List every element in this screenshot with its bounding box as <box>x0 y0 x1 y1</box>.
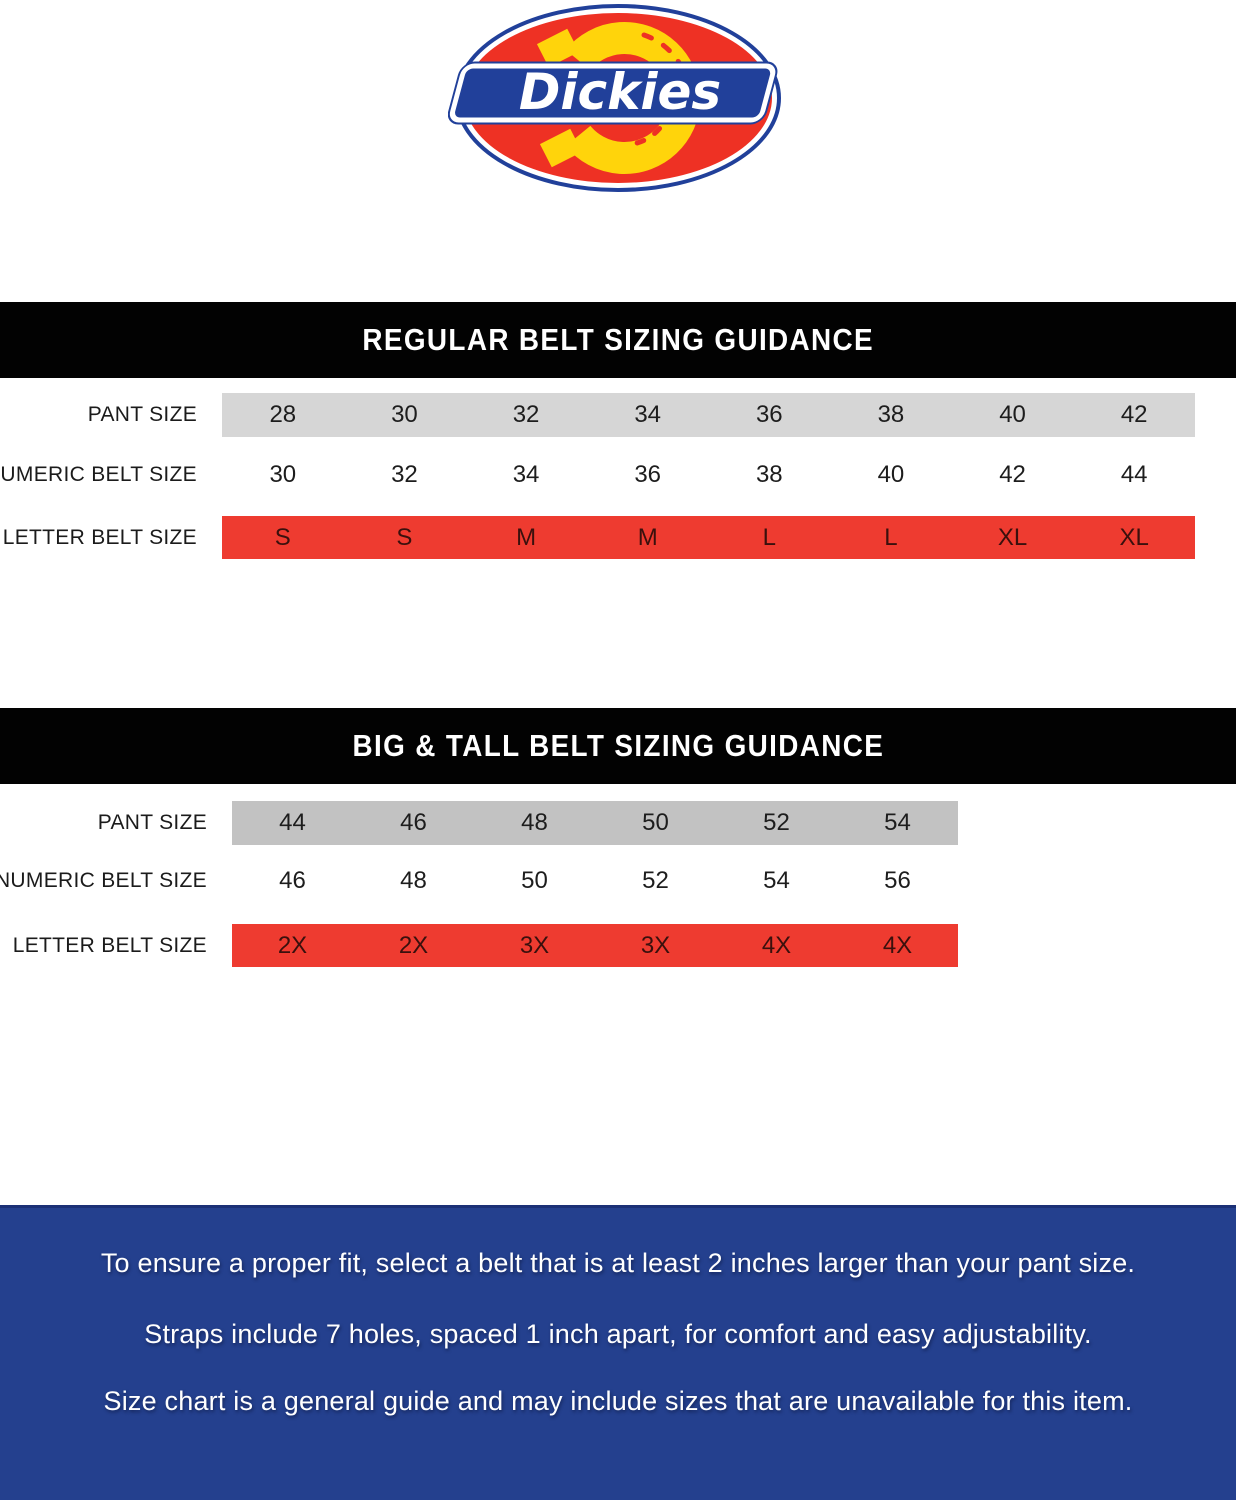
table-cell: 2X <box>398 931 429 959</box>
bigtall-section-title: BIG & TALL BELT SIZING GUIDANCE <box>352 728 884 763</box>
bigtall-numeric-belt-size-label: NUMERIC BELT SIZE <box>0 869 207 892</box>
regular-section-title: REGULAR BELT SIZING GUIDANCE <box>362 322 874 357</box>
table-cell: 50 <box>521 867 548 894</box>
table-cell: 40 <box>877 461 905 488</box>
logo-banner: Dickies <box>448 61 778 125</box>
table-cell: 38 <box>755 461 783 488</box>
table-cell: 32 <box>512 401 540 428</box>
table-cell: L <box>762 523 776 551</box>
table-cell: 52 <box>642 867 669 894</box>
fit-note-holes: Straps include 7 holes, spaced 1 inch ap… <box>144 1319 1092 1349</box>
table-cell: XL <box>1119 523 1149 551</box>
table-cell: L <box>884 523 898 551</box>
table-cell: S <box>396 523 413 551</box>
table-cell: M <box>637 523 658 551</box>
bigtall-numeric-belt-size-values: 46 48 50 52 54 56 <box>232 859 958 903</box>
regular-letter-belt-size-row: LETTER BELT SIZE S S M M L L XL XL <box>0 516 1236 559</box>
table-cell: 46 <box>279 867 306 894</box>
table-cell: 52 <box>763 809 790 836</box>
table-cell: 36 <box>634 461 662 488</box>
table-cell: 56 <box>884 867 911 894</box>
fit-note-availability: Size chart is a general guide and may in… <box>103 1386 1133 1416</box>
regular-letter-belt-size-label: LETTER BELT SIZE <box>2 525 197 549</box>
table-cell: S <box>274 523 291 551</box>
fit-notes-footer: To ensure a proper fit, select a belt th… <box>0 1205 1236 1500</box>
table-cell: 36 <box>755 401 783 428</box>
table-cell: 48 <box>521 809 548 836</box>
logo-wordmark: Dickies <box>519 63 721 121</box>
table-cell: 54 <box>763 867 790 894</box>
regular-numeric-belt-size-row: NUMERIC BELT SIZE 30 32 34 36 38 40 42 4… <box>0 453 1236 497</box>
table-cell: 44 <box>1120 461 1148 488</box>
fit-note-proper-fit: To ensure a proper fit, select a belt th… <box>100 1248 1136 1278</box>
regular-numeric-belt-size-values: 30 32 34 36 38 40 42 44 <box>222 453 1195 497</box>
table-cell: 48 <box>400 867 427 894</box>
regular-pant-size-row: PANT SIZE 28 30 32 34 36 38 40 42 <box>0 393 1236 437</box>
table-cell: 2X <box>277 931 308 959</box>
bigtall-letter-belt-size-label: LETTER BELT SIZE <box>12 933 207 957</box>
bigtall-pant-size-row: PANT SIZE 44 46 48 50 52 54 <box>0 801 1236 845</box>
table-cell: 4X <box>882 931 913 959</box>
table-cell: 44 <box>279 809 306 836</box>
bigtall-section-banner: BIG & TALL BELT SIZING GUIDANCE <box>0 708 1236 784</box>
table-cell: 34 <box>634 401 662 428</box>
table-cell: 30 <box>391 401 418 428</box>
bigtall-letter-belt-size-row: LETTER BELT SIZE 2X 2X 3X 3X 4X 4X <box>0 924 1236 967</box>
table-cell: 32 <box>391 461 418 488</box>
table-cell: 42 <box>999 461 1026 488</box>
bigtall-pant-size-values: 44 46 48 50 52 54 <box>232 801 958 845</box>
table-cell: 54 <box>884 809 911 836</box>
table-cell: XL <box>997 523 1028 551</box>
table-cell: 40 <box>999 401 1026 428</box>
regular-letter-belt-size-values: S S M M L L XL XL <box>222 516 1195 559</box>
table-cell: 38 <box>877 401 905 428</box>
bigtall-letter-belt-size-values: 2X 2X 3X 3X 4X 4X <box>232 924 958 967</box>
table-cell: M <box>516 523 537 551</box>
table-cell: 34 <box>512 461 540 488</box>
bigtall-pant-size-label: PANT SIZE <box>97 811 207 834</box>
table-cell: 3X <box>640 931 671 959</box>
bigtall-numeric-belt-size-row: NUMERIC BELT SIZE 46 48 50 52 54 56 <box>0 859 1236 903</box>
table-cell: 30 <box>269 461 297 488</box>
regular-pant-size-values: 28 30 32 34 36 38 40 42 <box>222 393 1195 437</box>
table-cell: 42 <box>1120 401 1148 428</box>
table-cell: 50 <box>642 809 669 836</box>
dickies-logo: Dickies <box>448 4 781 192</box>
table-cell: 46 <box>400 809 427 836</box>
table-cell: 4X <box>761 931 792 959</box>
table-cell: 28 <box>269 401 297 428</box>
regular-pant-size-label: PANT SIZE <box>87 403 197 426</box>
regular-section-banner: REGULAR BELT SIZING GUIDANCE <box>0 302 1236 378</box>
regular-numeric-belt-size-label: NUMERIC BELT SIZE <box>0 463 197 486</box>
table-cell: 3X <box>519 931 550 959</box>
